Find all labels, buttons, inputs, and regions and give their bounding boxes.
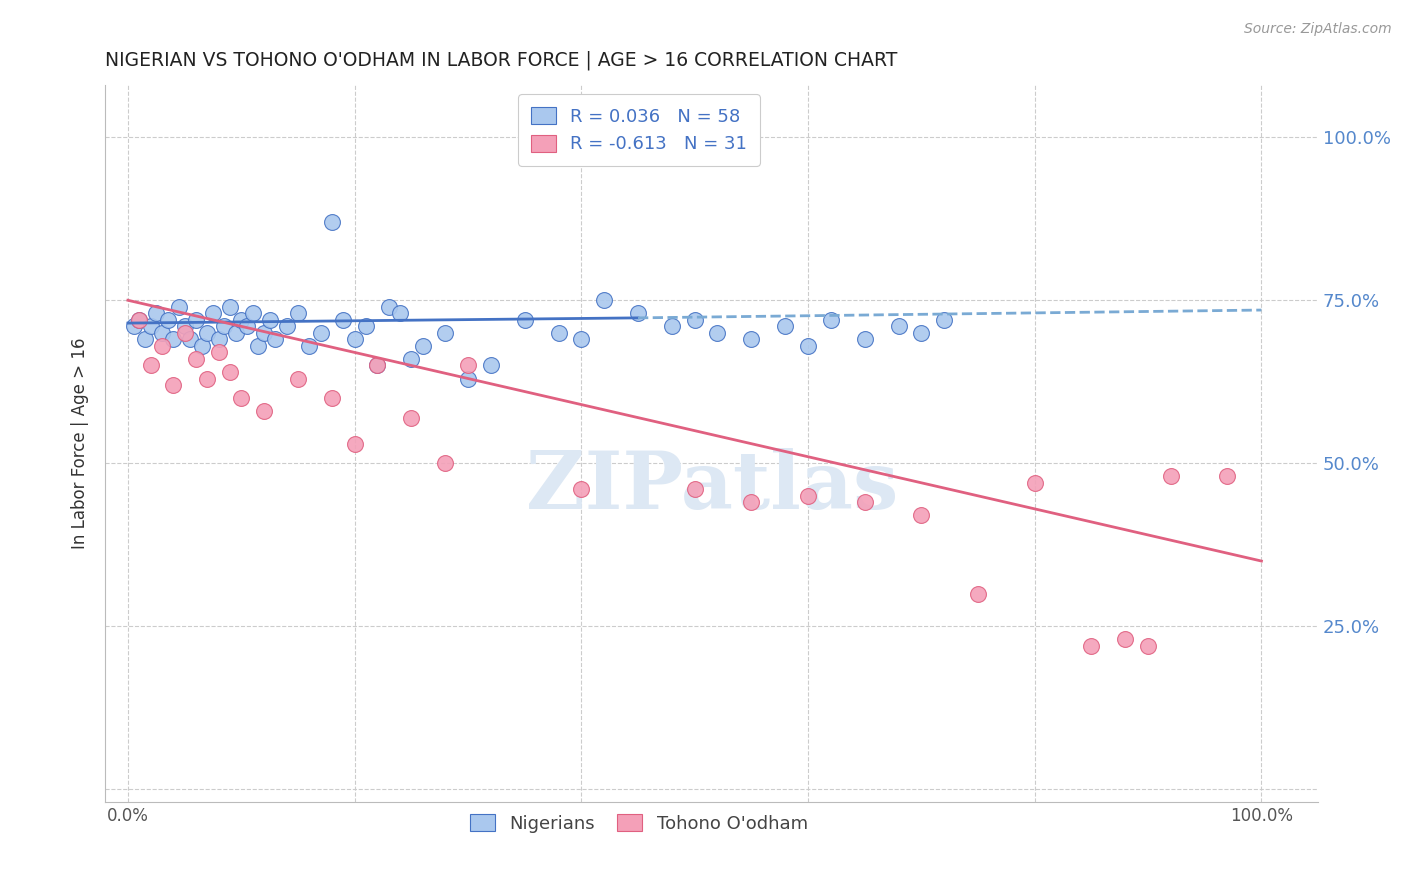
Point: [225, 326, 247, 340]
Point: [253, 326, 276, 340]
Point: [1137, 639, 1160, 653]
Point: [401, 351, 423, 366]
Point: [179, 332, 201, 346]
Point: [354, 319, 377, 334]
Point: [967, 587, 990, 601]
Point: [593, 293, 616, 308]
Point: [134, 332, 156, 346]
Point: [309, 326, 332, 340]
Point: [910, 508, 932, 523]
Point: [162, 378, 184, 392]
Point: [1216, 469, 1239, 483]
Point: [457, 371, 479, 385]
Point: [853, 495, 876, 509]
Point: [661, 319, 683, 334]
Point: [412, 339, 434, 353]
Point: [156, 313, 179, 327]
Point: [683, 313, 706, 327]
Y-axis label: In Labor Force | Age > 16: In Labor Force | Age > 16: [72, 338, 89, 549]
Point: [321, 391, 343, 405]
Point: [184, 351, 207, 366]
Point: [1080, 639, 1102, 653]
Point: [207, 332, 229, 346]
Point: [167, 300, 190, 314]
Point: [231, 313, 253, 327]
Point: [287, 371, 309, 385]
Point: [173, 319, 195, 334]
Point: [740, 495, 762, 509]
Point: [377, 300, 399, 314]
Point: [366, 359, 388, 373]
Point: [332, 313, 354, 327]
Point: [434, 456, 457, 470]
Point: [128, 313, 150, 327]
Point: [207, 345, 229, 359]
Point: [343, 332, 366, 346]
Point: [195, 371, 218, 385]
Point: [145, 306, 167, 320]
Point: [184, 313, 207, 327]
Point: [887, 319, 910, 334]
Point: [247, 339, 270, 353]
Point: [1160, 469, 1182, 483]
Point: [276, 319, 298, 334]
Point: [253, 404, 276, 418]
Point: [932, 313, 955, 327]
Point: [242, 306, 264, 320]
Point: [231, 391, 253, 405]
Point: [853, 332, 876, 346]
Point: [434, 326, 457, 340]
Point: [162, 332, 184, 346]
Point: [401, 410, 423, 425]
Point: [740, 332, 762, 346]
Point: [201, 306, 224, 320]
Point: [457, 359, 479, 373]
Text: ZIPatlas: ZIPatlas: [526, 448, 898, 525]
Point: [1114, 632, 1136, 647]
Point: [236, 319, 259, 334]
Point: [797, 489, 820, 503]
Point: [150, 339, 173, 353]
Point: [122, 319, 145, 334]
Point: [910, 326, 932, 340]
Point: [139, 359, 162, 373]
Point: [173, 326, 195, 340]
Point: [195, 326, 218, 340]
Point: [264, 332, 287, 346]
Point: [797, 339, 820, 353]
Point: [212, 319, 235, 334]
Point: [569, 332, 592, 346]
Point: [219, 300, 242, 314]
Point: [627, 306, 650, 320]
Text: Source: ZipAtlas.com: Source: ZipAtlas.com: [1244, 22, 1392, 37]
Point: [150, 326, 173, 340]
Point: [820, 313, 842, 327]
Point: [388, 306, 411, 320]
Point: [513, 313, 536, 327]
Point: [343, 436, 366, 450]
Point: [128, 313, 150, 327]
Point: [683, 483, 706, 497]
Point: [259, 313, 281, 327]
Point: [569, 483, 592, 497]
Legend: Nigerians, Tohono O'odham: Nigerians, Tohono O'odham: [460, 803, 818, 844]
Point: [366, 359, 388, 373]
Point: [706, 326, 728, 340]
Point: [139, 319, 162, 334]
Point: [321, 215, 343, 229]
Point: [287, 306, 309, 320]
Point: [547, 326, 569, 340]
Point: [298, 339, 321, 353]
Point: [479, 359, 502, 373]
Point: [219, 365, 242, 379]
Point: [775, 319, 797, 334]
Point: [1024, 475, 1046, 490]
Text: NIGERIAN VS TOHONO O'ODHAM IN LABOR FORCE | AGE > 16 CORRELATION CHART: NIGERIAN VS TOHONO O'ODHAM IN LABOR FORC…: [105, 51, 897, 70]
Point: [190, 339, 212, 353]
